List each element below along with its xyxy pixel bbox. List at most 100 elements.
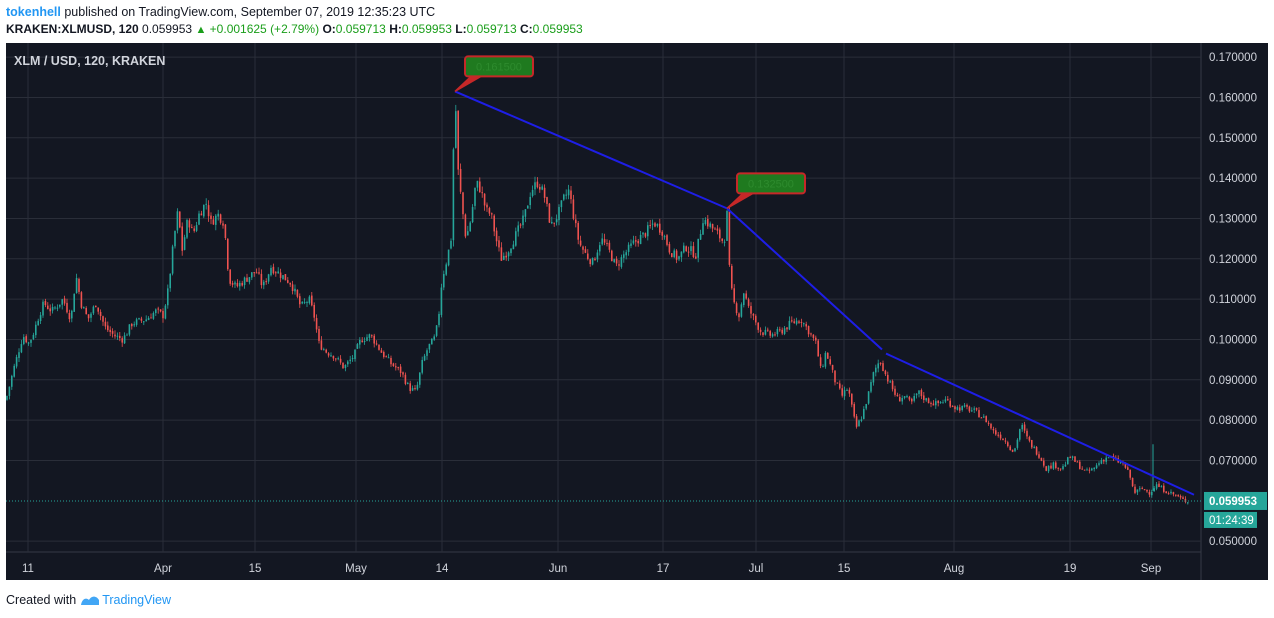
candle-body — [975, 408, 978, 410]
candle-body — [263, 281, 265, 286]
candle-body — [30, 339, 32, 343]
candle-body — [330, 355, 332, 357]
candle-body — [80, 292, 83, 308]
candle-body — [375, 343, 378, 345]
candle-body — [176, 211, 179, 231]
candle-body — [680, 251, 683, 258]
candle-body — [1124, 463, 1127, 468]
candle-body — [385, 356, 387, 358]
candle-body — [654, 223, 656, 227]
candle-body — [807, 326, 810, 335]
candle-body — [671, 253, 673, 258]
symbol-label[interactable]: KRAKEN:XLMUSD, 120 — [6, 22, 139, 36]
candle-body — [479, 181, 481, 193]
candle-body — [543, 187, 546, 198]
candle-body — [637, 240, 639, 244]
candle-body — [995, 430, 997, 435]
candle-body — [935, 401, 937, 406]
candle-body — [349, 359, 351, 362]
candle-body — [1093, 467, 1095, 470]
candle-body — [20, 344, 23, 353]
candle-body — [438, 313, 440, 326]
time-axis[interactable]: 11 Apr 15 May 14 Jun 17 Jul 15 Aug 19 Sep — [22, 563, 1161, 575]
candles — [6, 104, 1189, 505]
candle-body — [759, 329, 762, 332]
candle-body — [779, 329, 781, 331]
candle-body — [92, 306, 95, 314]
candle-body — [834, 370, 836, 383]
candle-body — [968, 406, 971, 412]
candle-body — [1127, 467, 1129, 470]
candle-body — [644, 233, 647, 237]
candle-body — [270, 267, 272, 276]
candle-body — [860, 419, 863, 421]
candle-body — [546, 197, 548, 204]
candle-body — [623, 254, 625, 258]
tradingview-link[interactable]: TradingView — [80, 593, 171, 607]
candle-body — [963, 405, 966, 407]
candle-body — [577, 223, 579, 240]
candle-body — [11, 375, 13, 387]
price-axis[interactable]: 0.170000 0.160000 0.150000 0.140000 0.130000… — [1204, 52, 1267, 548]
candle-body — [476, 180, 479, 188]
candle-body — [174, 231, 176, 247]
candle-body — [899, 396, 901, 402]
candle-body — [407, 382, 409, 384]
candle-body — [1179, 496, 1182, 498]
candle-body — [846, 389, 848, 391]
candle-body — [887, 374, 889, 382]
candle-body — [402, 372, 404, 375]
candle-body — [392, 363, 395, 367]
candle-body — [114, 334, 116, 337]
candle-body — [87, 314, 90, 319]
chart-container[interactable]: 0.161500 0.132500 0.170000 0.160000 0.15000… — [6, 43, 1268, 580]
candle-body — [378, 344, 380, 350]
candle-body — [6, 395, 8, 400]
symbol-header: KRAKEN:XLMUSD, 120 0.059953 ▲ +0.001625 … — [6, 22, 583, 36]
candle-body — [131, 323, 133, 327]
close-label: C: — [520, 22, 533, 36]
candle-body — [800, 321, 803, 323]
candle-body — [829, 359, 831, 365]
candle-body — [311, 295, 313, 306]
author-link[interactable]: tokenhell — [6, 5, 61, 19]
candle-body — [126, 334, 128, 336]
time-tick-label: Apr — [154, 563, 172, 575]
candle-body — [999, 434, 1002, 439]
candle-body — [205, 203, 207, 205]
candle-body — [431, 338, 433, 345]
price-tick-label: 0.050000 — [1209, 536, 1257, 548]
candle-body — [210, 215, 212, 220]
candle-body — [1172, 492, 1175, 495]
high-label: H: — [389, 22, 402, 36]
candle-body — [373, 335, 375, 344]
candle-body — [457, 110, 459, 170]
candle-body — [971, 410, 973, 412]
candle-body — [483, 193, 486, 206]
candle-body — [632, 240, 635, 244]
candle-body — [1091, 468, 1093, 471]
candle-body — [639, 234, 642, 245]
candle-body — [342, 362, 344, 369]
time-tick-label: 15 — [249, 563, 262, 575]
candle-body — [27, 342, 30, 344]
candle-body — [803, 323, 805, 325]
candle-body — [44, 301, 47, 306]
candle-body — [1050, 465, 1052, 469]
candle-body — [668, 244, 671, 253]
candle-body — [1105, 457, 1107, 462]
candle-body — [635, 240, 637, 242]
candle-body — [997, 434, 999, 436]
candle-body — [462, 192, 464, 215]
candle-body — [1052, 462, 1055, 469]
candle-body — [397, 367, 399, 369]
candle-body — [219, 214, 222, 223]
candle-body — [932, 403, 935, 406]
candle-body — [915, 393, 918, 396]
candle-body — [455, 111, 457, 148]
candle-body — [815, 337, 817, 341]
candle-body — [272, 266, 275, 274]
price-chart[interactable]: 0.161500 0.132500 0.170000 0.160000 0.15000… — [6, 43, 1268, 580]
candle-body — [1023, 424, 1026, 431]
time-tick-label: Sep — [1141, 563, 1161, 575]
